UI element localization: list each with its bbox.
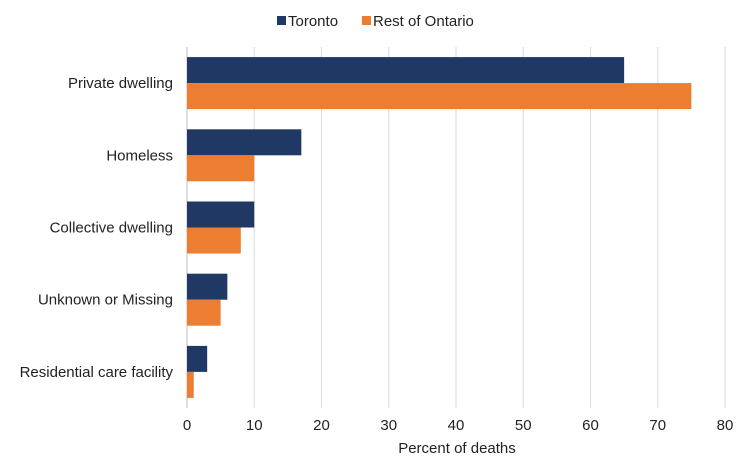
x-tick-label: 20 — [313, 417, 330, 434]
bar-rest-of-ontario-3 — [187, 299, 221, 326]
x-tick-label: 60 — [582, 417, 599, 434]
bar-rest-of-ontario-4 — [187, 371, 194, 398]
legend-swatch-toronto — [277, 16, 286, 25]
x-axis-title: Percent of deaths — [398, 440, 516, 457]
category-label: Unknown or Missing — [38, 292, 173, 309]
bar-rest-of-ontario-2 — [187, 227, 241, 254]
legend-label: Toronto — [288, 13, 338, 30]
legend-label: Rest of Ontario — [373, 13, 474, 30]
x-tick-label: 0 — [183, 417, 191, 434]
category-label: Collective dwelling — [50, 220, 173, 237]
bar-toronto-2 — [187, 201, 255, 228]
x-tick-label: 10 — [246, 417, 263, 434]
bar-toronto-3 — [187, 273, 228, 300]
x-axis-ticks: 0 10 20 30 40 50 60 70 80 — [183, 417, 734, 434]
x-tick-label: 70 — [649, 417, 666, 434]
bars — [187, 57, 692, 398]
x-tick-label: 30 — [380, 417, 397, 434]
legend-swatch-rest-of-ontario — [362, 16, 371, 25]
bar-rest-of-ontario-0 — [187, 83, 692, 110]
category-label: Private dwelling — [68, 75, 173, 92]
bar-toronto-4 — [187, 345, 208, 372]
category-label: Homeless — [106, 147, 173, 164]
x-tick-label: 40 — [448, 417, 465, 434]
bar-rest-of-ontario-1 — [187, 155, 255, 182]
bar-toronto-0 — [187, 57, 625, 84]
x-tick-label: 50 — [515, 417, 532, 434]
category-label: Residential care facility — [20, 364, 174, 381]
bar-toronto-1 — [187, 129, 302, 156]
legend: Toronto Rest of Ontario — [277, 13, 474, 30]
category-labels: Private dwelling Homeless Collective dwell… — [20, 75, 174, 381]
x-tick-label: 80 — [717, 417, 734, 434]
